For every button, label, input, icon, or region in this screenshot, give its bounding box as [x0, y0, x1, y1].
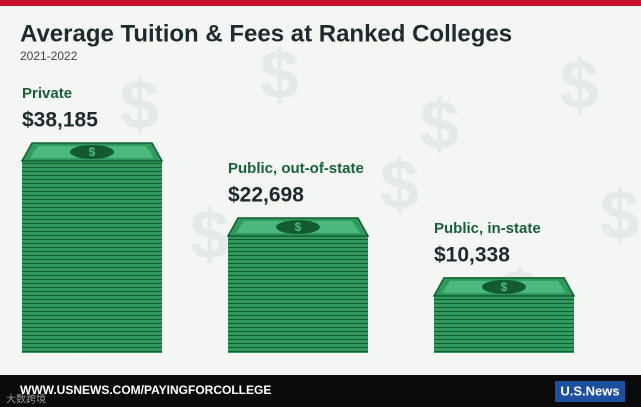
bill-symbol: $ [501, 280, 508, 294]
value-label: $22,698 [228, 184, 304, 207]
bar [22, 159, 162, 353]
bill-seal [70, 145, 114, 159]
category-label: Public, out-of-state [228, 160, 364, 177]
bill-symbol: $ [295, 220, 302, 234]
svg-text:$: $ [120, 65, 159, 143]
top-stripe [0, 0, 641, 6]
svg-text:$: $ [380, 145, 419, 223]
logo-box [555, 381, 625, 402]
svg-text:$: $ [420, 85, 459, 163]
bill-seal [276, 220, 320, 235]
bar [228, 234, 368, 353]
svg-text:$: $ [190, 195, 229, 273]
bar [434, 293, 574, 353]
chart-subtitle: 2021-2022 [20, 49, 78, 63]
source: WWW.USNEWS.COM/PAYINGFORCOLLEGE [20, 383, 271, 397]
footer [0, 375, 641, 407]
svg-text:$: $ [600, 175, 639, 253]
chart-title: Average Tuition & Fees at Ranked College… [20, 20, 512, 47]
value-label: $38,185 [22, 109, 98, 132]
bars: $ Private $38,185 $ Public, out-of-state $22,… [20, 85, 576, 353]
category-label: Public, in-state [434, 220, 541, 237]
svg-text:$: $ [260, 35, 299, 113]
bill-seal [482, 279, 526, 294]
bill-symbol: $ [89, 145, 96, 159]
watermark: 大数跨境 [6, 393, 46, 406]
category-label: Private [22, 85, 72, 102]
value-label: $10,338 [434, 243, 510, 266]
logo: U.S.News [560, 383, 619, 398]
svg-text:$: $ [560, 45, 599, 123]
